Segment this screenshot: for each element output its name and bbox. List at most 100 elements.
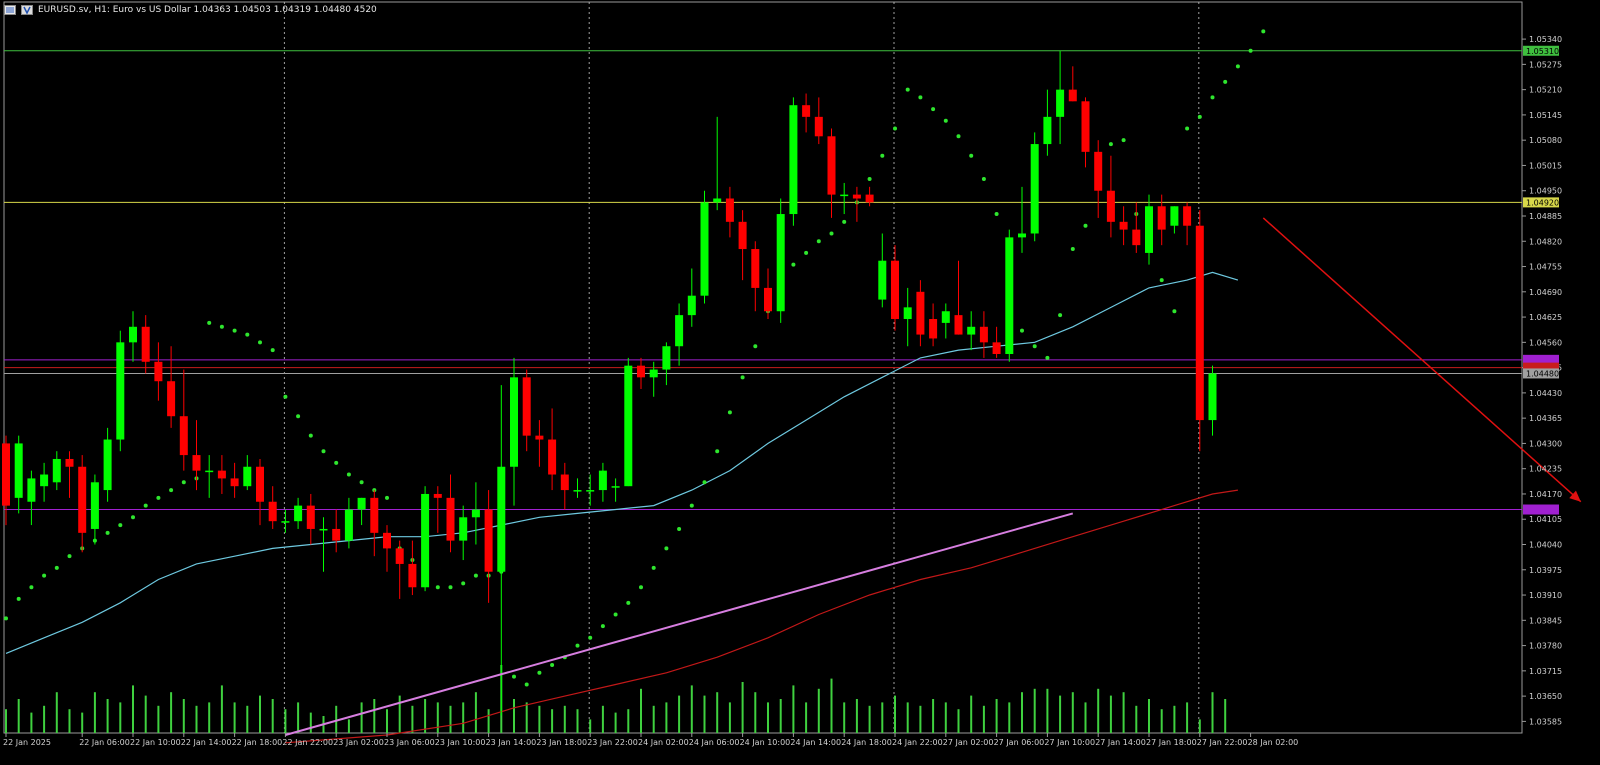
candle[interactable] bbox=[408, 540, 417, 596]
candle[interactable] bbox=[40, 462, 49, 502]
candle[interactable] bbox=[243, 455, 252, 491]
candle[interactable] bbox=[1132, 202, 1141, 253]
candle[interactable] bbox=[192, 420, 201, 491]
psar-dot bbox=[1223, 79, 1228, 84]
candle[interactable] bbox=[459, 505, 468, 561]
candle[interactable] bbox=[357, 497, 366, 526]
candle[interactable] bbox=[548, 408, 557, 491]
candle[interactable] bbox=[1195, 210, 1204, 452]
candle[interactable] bbox=[52, 451, 61, 491]
candle[interactable] bbox=[573, 478, 582, 498]
candle[interactable] bbox=[725, 186, 734, 238]
candle[interactable] bbox=[167, 346, 176, 428]
candle[interactable] bbox=[1056, 50, 1065, 145]
candle[interactable] bbox=[916, 280, 925, 347]
down-arrow-line[interactable] bbox=[1262, 217, 1582, 503]
candle[interactable] bbox=[1081, 97, 1090, 168]
candle[interactable] bbox=[370, 490, 379, 557]
candle[interactable] bbox=[294, 497, 303, 529]
candle[interactable] bbox=[256, 458, 264, 526]
candle[interactable] bbox=[344, 497, 353, 549]
candle[interactable] bbox=[929, 303, 938, 347]
candle[interactable] bbox=[90, 474, 99, 545]
candle[interactable] bbox=[497, 385, 506, 716]
candle[interactable] bbox=[129, 311, 137, 362]
trend-line[interactable] bbox=[285, 512, 1074, 736]
candle[interactable] bbox=[1145, 194, 1153, 265]
candle[interactable] bbox=[535, 420, 544, 467]
candle[interactable] bbox=[27, 470, 36, 526]
candle[interactable] bbox=[649, 361, 658, 397]
candle[interactable] bbox=[306, 493, 315, 545]
candle[interactable] bbox=[598, 462, 607, 502]
candle[interactable] bbox=[662, 342, 671, 386]
candle[interactable] bbox=[814, 97, 823, 145]
candle[interactable] bbox=[738, 210, 747, 281]
candle[interactable] bbox=[484, 490, 493, 603]
candle[interactable] bbox=[217, 455, 226, 494]
candle[interactable] bbox=[1157, 194, 1166, 246]
candle[interactable] bbox=[802, 93, 811, 133]
candle[interactable] bbox=[637, 357, 645, 389]
candle[interactable] bbox=[471, 482, 480, 545]
candle[interactable] bbox=[395, 540, 404, 599]
candle[interactable] bbox=[586, 474, 595, 506]
candle[interactable] bbox=[1094, 140, 1103, 218]
candle[interactable] bbox=[268, 486, 277, 529]
candle[interactable] bbox=[611, 478, 620, 502]
candle[interactable] bbox=[852, 186, 861, 222]
candle[interactable] bbox=[14, 435, 23, 514]
candle[interactable] bbox=[332, 509, 341, 553]
candle[interactable] bbox=[954, 260, 963, 335]
candle[interactable] bbox=[205, 455, 214, 498]
candle[interactable] bbox=[624, 357, 633, 487]
candle[interactable] bbox=[713, 116, 722, 211]
candle[interactable] bbox=[141, 315, 150, 374]
candle[interactable] bbox=[764, 268, 772, 320]
candle[interactable] bbox=[776, 198, 785, 323]
candle[interactable] bbox=[992, 326, 1001, 358]
candle[interactable] bbox=[103, 427, 112, 502]
candle[interactable] bbox=[878, 233, 887, 308]
candle[interactable] bbox=[560, 462, 569, 510]
candle[interactable] bbox=[433, 486, 442, 533]
candle[interactable] bbox=[979, 311, 988, 358]
candle[interactable] bbox=[78, 455, 87, 553]
candle[interactable] bbox=[154, 342, 163, 401]
candle[interactable] bbox=[446, 474, 455, 553]
candle[interactable] bbox=[383, 525, 391, 572]
candle[interactable] bbox=[903, 287, 912, 347]
candle[interactable] bbox=[116, 330, 125, 452]
candle[interactable] bbox=[1030, 132, 1039, 242]
candle[interactable] bbox=[421, 486, 430, 592]
candle[interactable] bbox=[687, 268, 696, 327]
candle[interactable] bbox=[827, 128, 836, 218]
candle[interactable] bbox=[510, 357, 518, 506]
candle[interactable] bbox=[1208, 365, 1217, 436]
candle[interactable] bbox=[891, 245, 899, 331]
candle[interactable] bbox=[1119, 206, 1128, 246]
candle[interactable] bbox=[675, 303, 684, 366]
candle[interactable] bbox=[1043, 89, 1052, 156]
candle[interactable] bbox=[2, 435, 10, 526]
candle[interactable] bbox=[1018, 186, 1026, 253]
candle[interactable] bbox=[1068, 66, 1077, 102]
candle[interactable] bbox=[865, 186, 874, 207]
candle[interactable] bbox=[230, 462, 239, 498]
candle[interactable] bbox=[1170, 206, 1179, 234]
candle[interactable] bbox=[1005, 229, 1014, 362]
candle[interactable] bbox=[967, 311, 976, 351]
candle[interactable] bbox=[840, 182, 849, 215]
candle[interactable] bbox=[65, 451, 74, 498]
candle[interactable] bbox=[281, 509, 290, 533]
candle[interactable] bbox=[700, 190, 709, 304]
candle[interactable] bbox=[319, 517, 328, 572]
candle[interactable] bbox=[941, 303, 950, 339]
candle[interactable] bbox=[789, 97, 798, 226]
candle[interactable] bbox=[751, 241, 760, 312]
candle[interactable] bbox=[1106, 155, 1115, 238]
candle[interactable] bbox=[179, 369, 188, 471]
candle[interactable] bbox=[1183, 202, 1192, 246]
candle[interactable] bbox=[522, 369, 531, 452]
